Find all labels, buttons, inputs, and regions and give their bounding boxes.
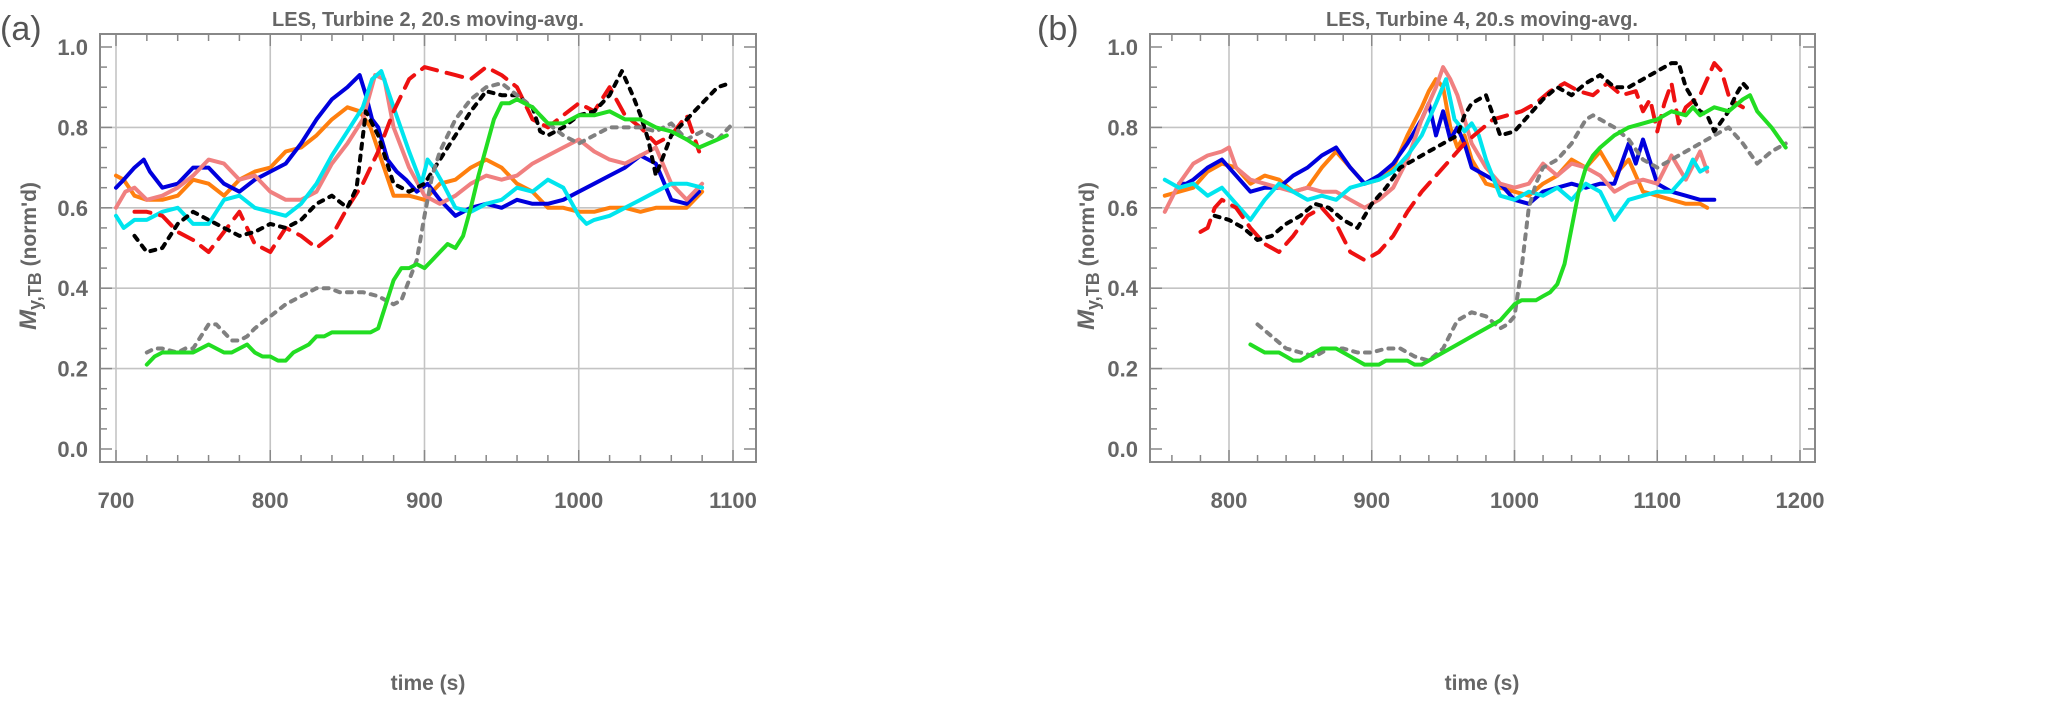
chart-title: LES, Turbine 2, 20.s moving-avg.	[272, 9, 584, 31]
series-line-gray-dotted	[1255, 113, 1788, 363]
y-axis-label: My,TB (norm'd)	[1073, 182, 1103, 330]
series-group	[1162, 61, 1788, 367]
y-axis-label-units: (norm'd)	[1076, 182, 1099, 272]
x-axis-label: time (s)	[391, 672, 466, 695]
series-line-black-dotted	[132, 69, 732, 254]
x-tick-label: 1100	[709, 488, 757, 513]
plot-frame	[1149, 33, 1816, 463]
x-tick-label: 1200	[1776, 488, 1825, 513]
x-tick-label: 900	[1353, 488, 1390, 513]
series-line-black-dotted	[1212, 61, 1752, 242]
y-axis-label-symbol: M	[1073, 309, 1100, 330]
plot-frame	[99, 33, 757, 463]
y-tick-label: 0.0	[57, 437, 88, 462]
series-line-gray-dotted	[144, 81, 735, 355]
series-line-orange	[114, 105, 705, 214]
series-line-red-dashed	[1198, 61, 1745, 263]
y-tick-label: 0.4	[57, 276, 88, 301]
y-axis-label-units: (norm'd)	[18, 182, 41, 272]
y-tick-label: 0.6	[57, 196, 88, 221]
y-tick-label: 1.0	[1107, 35, 1138, 60]
y-axis-label-subscript: y,TB	[25, 272, 45, 310]
y-tick-label: 0.6	[1107, 196, 1138, 221]
x-tick-label: 800	[252, 488, 289, 513]
series-group	[114, 65, 735, 367]
x-tick-label: 700	[98, 488, 135, 513]
y-tick-label: 0.2	[1107, 357, 1138, 382]
x-axis-label: time (s)	[1445, 672, 1520, 695]
x-tick-label: 800	[1211, 488, 1248, 513]
series-line-pink	[114, 73, 705, 210]
x-tick-label: 1000	[1490, 488, 1539, 513]
series-line-cyan	[114, 69, 705, 230]
chart-title: LES, Turbine 4, 20.s moving-avg.	[1326, 9, 1638, 31]
y-tick-label: 1.0	[57, 35, 88, 60]
y-tick-label: 0.0	[1107, 437, 1138, 462]
panel-label: (a)	[0, 10, 42, 48]
x-tick-label: 1100	[1633, 488, 1681, 513]
y-tick-label: 0.2	[57, 357, 88, 382]
y-axis-label-subscript: y,TB	[1083, 272, 1103, 310]
series-line-blue	[1177, 101, 1717, 206]
y-tick-label: 0.8	[57, 115, 88, 140]
y-tick-label: 0.8	[1107, 115, 1138, 140]
series-line-green	[1248, 93, 1788, 367]
y-axis-label-symbol: M	[15, 309, 42, 330]
series-line-pink	[1162, 65, 1710, 214]
panel-label: (b)	[1037, 10, 1079, 48]
series-line-green	[144, 97, 729, 367]
x-tick-label: 1000	[554, 488, 603, 513]
x-tick-label: 900	[406, 488, 443, 513]
y-tick-label: 0.4	[1107, 276, 1138, 301]
series-line-cyan	[1162, 77, 1710, 222]
y-axis-label: My,TB (norm'd)	[15, 182, 45, 330]
chart-panel-b: (b) LES, Turbine 4, 20.s moving-avg. 800 90…	[1037, 9, 1824, 695]
chart-panel-a: (a) LES, Turbine 2, 20.s moving-avg. 700 80…	[0, 9, 757, 695]
